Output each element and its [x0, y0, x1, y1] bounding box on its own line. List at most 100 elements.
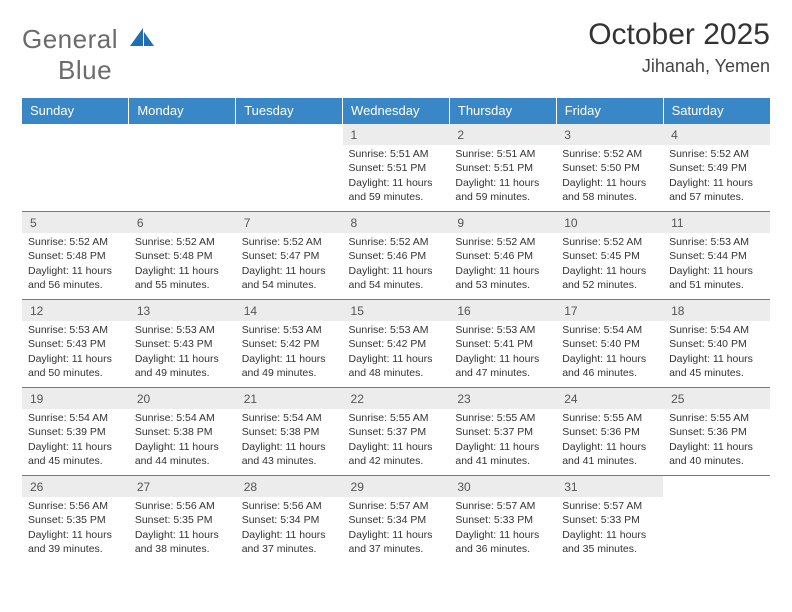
- day-number: 24: [556, 388, 663, 409]
- day-number: 15: [343, 300, 450, 321]
- day-content: Sunrise: 5:57 AMSunset: 5:33 PMDaylight:…: [449, 497, 556, 560]
- day-content: Sunrise: 5:57 AMSunset: 5:34 PMDaylight:…: [343, 497, 450, 560]
- day-header: Friday: [556, 98, 663, 124]
- day-number: 19: [22, 388, 129, 409]
- day-content: Sunrise: 5:53 AMSunset: 5:41 PMDaylight:…: [449, 321, 556, 384]
- day-number: 25: [663, 388, 770, 409]
- calendar-cell: 6Sunrise: 5:52 AMSunset: 5:48 PMDaylight…: [129, 212, 236, 300]
- calendar-cell: 4Sunrise: 5:52 AMSunset: 5:49 PMDaylight…: [663, 124, 770, 212]
- header: General Blue October 2025 Jihanah, Yemen: [22, 18, 770, 86]
- day-content: Sunrise: 5:54 AMSunset: 5:40 PMDaylight:…: [556, 321, 663, 384]
- calendar-cell: [236, 124, 343, 212]
- logo-text: General Blue: [22, 24, 156, 86]
- calendar-cell: 13Sunrise: 5:53 AMSunset: 5:43 PMDayligh…: [129, 300, 236, 388]
- calendar-cell: 12Sunrise: 5:53 AMSunset: 5:43 PMDayligh…: [22, 300, 129, 388]
- day-content: Sunrise: 5:54 AMSunset: 5:40 PMDaylight:…: [663, 321, 770, 384]
- day-number: 27: [129, 476, 236, 497]
- month-title: October 2025: [588, 18, 770, 52]
- day-header: Saturday: [663, 98, 770, 124]
- calendar-week: 1Sunrise: 5:51 AMSunset: 5:51 PMDaylight…: [22, 124, 770, 212]
- calendar-cell: 15Sunrise: 5:53 AMSunset: 5:42 PMDayligh…: [343, 300, 450, 388]
- calendar-cell: 1Sunrise: 5:51 AMSunset: 5:51 PMDaylight…: [343, 124, 450, 212]
- calendar-cell: 2Sunrise: 5:51 AMSunset: 5:51 PMDaylight…: [449, 124, 556, 212]
- day-content: Sunrise: 5:55 AMSunset: 5:36 PMDaylight:…: [663, 409, 770, 472]
- day-content: Sunrise: 5:51 AMSunset: 5:51 PMDaylight:…: [449, 145, 556, 208]
- day-number: 30: [449, 476, 556, 497]
- day-number: 31: [556, 476, 663, 497]
- day-content: Sunrise: 5:52 AMSunset: 5:46 PMDaylight:…: [343, 233, 450, 296]
- day-number: 21: [236, 388, 343, 409]
- calendar-cell: 26Sunrise: 5:56 AMSunset: 5:35 PMDayligh…: [22, 476, 129, 564]
- calendar-cell: 21Sunrise: 5:54 AMSunset: 5:38 PMDayligh…: [236, 388, 343, 476]
- day-number: 7: [236, 212, 343, 233]
- day-content: Sunrise: 5:53 AMSunset: 5:43 PMDaylight:…: [129, 321, 236, 384]
- day-content: Sunrise: 5:57 AMSunset: 5:33 PMDaylight:…: [556, 497, 663, 560]
- day-number: 13: [129, 300, 236, 321]
- title-block: October 2025 Jihanah, Yemen: [588, 18, 770, 77]
- day-content: Sunrise: 5:52 AMSunset: 5:47 PMDaylight:…: [236, 233, 343, 296]
- calendar-cell: [22, 124, 129, 212]
- day-content: Sunrise: 5:53 AMSunset: 5:42 PMDaylight:…: [343, 321, 450, 384]
- logo: General Blue: [22, 24, 156, 86]
- calendar-cell: [663, 476, 770, 564]
- day-content: Sunrise: 5:56 AMSunset: 5:35 PMDaylight:…: [22, 497, 129, 560]
- day-number: 8: [343, 212, 450, 233]
- calendar-cell: 7Sunrise: 5:52 AMSunset: 5:47 PMDaylight…: [236, 212, 343, 300]
- day-number: 29: [343, 476, 450, 497]
- day-content: Sunrise: 5:51 AMSunset: 5:51 PMDaylight:…: [343, 145, 450, 208]
- day-header: Monday: [129, 98, 236, 124]
- calendar-cell: 5Sunrise: 5:52 AMSunset: 5:48 PMDaylight…: [22, 212, 129, 300]
- day-content: Sunrise: 5:55 AMSunset: 5:36 PMDaylight:…: [556, 409, 663, 472]
- day-number: 10: [556, 212, 663, 233]
- day-content: Sunrise: 5:54 AMSunset: 5:39 PMDaylight:…: [22, 409, 129, 472]
- day-number: 20: [129, 388, 236, 409]
- calendar-cell: 10Sunrise: 5:52 AMSunset: 5:45 PMDayligh…: [556, 212, 663, 300]
- day-number: 5: [22, 212, 129, 233]
- calendar-cell: 14Sunrise: 5:53 AMSunset: 5:42 PMDayligh…: [236, 300, 343, 388]
- logo-general: General: [22, 24, 118, 54]
- day-number: 17: [556, 300, 663, 321]
- day-content: Sunrise: 5:55 AMSunset: 5:37 PMDaylight:…: [343, 409, 450, 472]
- day-number: 16: [449, 300, 556, 321]
- day-number: 1: [343, 124, 450, 145]
- location: Jihanah, Yemen: [588, 56, 770, 77]
- day-content: Sunrise: 5:52 AMSunset: 5:45 PMDaylight:…: [556, 233, 663, 296]
- calendar-cell: 19Sunrise: 5:54 AMSunset: 5:39 PMDayligh…: [22, 388, 129, 476]
- day-content: Sunrise: 5:55 AMSunset: 5:37 PMDaylight:…: [449, 409, 556, 472]
- day-content: Sunrise: 5:56 AMSunset: 5:35 PMDaylight:…: [129, 497, 236, 560]
- day-number: 18: [663, 300, 770, 321]
- logo-blue: Blue: [58, 55, 112, 85]
- calendar-cell: 11Sunrise: 5:53 AMSunset: 5:44 PMDayligh…: [663, 212, 770, 300]
- calendar-cell: 23Sunrise: 5:55 AMSunset: 5:37 PMDayligh…: [449, 388, 556, 476]
- day-header: Thursday: [449, 98, 556, 124]
- calendar-cell: 18Sunrise: 5:54 AMSunset: 5:40 PMDayligh…: [663, 300, 770, 388]
- calendar-week: 5Sunrise: 5:52 AMSunset: 5:48 PMDaylight…: [22, 212, 770, 300]
- day-content: Sunrise: 5:53 AMSunset: 5:42 PMDaylight:…: [236, 321, 343, 384]
- calendar-cell: 16Sunrise: 5:53 AMSunset: 5:41 PMDayligh…: [449, 300, 556, 388]
- calendar-cell: 28Sunrise: 5:56 AMSunset: 5:34 PMDayligh…: [236, 476, 343, 564]
- calendar-week: 12Sunrise: 5:53 AMSunset: 5:43 PMDayligh…: [22, 300, 770, 388]
- day-content: Sunrise: 5:52 AMSunset: 5:49 PMDaylight:…: [663, 145, 770, 208]
- day-header: Tuesday: [236, 98, 343, 124]
- calendar-week: 19Sunrise: 5:54 AMSunset: 5:39 PMDayligh…: [22, 388, 770, 476]
- calendar-body: 1Sunrise: 5:51 AMSunset: 5:51 PMDaylight…: [22, 124, 770, 564]
- day-number: 2: [449, 124, 556, 145]
- calendar-cell: [129, 124, 236, 212]
- calendar-cell: 8Sunrise: 5:52 AMSunset: 5:46 PMDaylight…: [343, 212, 450, 300]
- day-content: Sunrise: 5:56 AMSunset: 5:34 PMDaylight:…: [236, 497, 343, 560]
- day-number: 28: [236, 476, 343, 497]
- day-number: 14: [236, 300, 343, 321]
- calendar-cell: 9Sunrise: 5:52 AMSunset: 5:46 PMDaylight…: [449, 212, 556, 300]
- calendar-page: General Blue October 2025 Jihanah, Yemen…: [0, 0, 792, 612]
- day-number: 23: [449, 388, 556, 409]
- calendar-cell: 24Sunrise: 5:55 AMSunset: 5:36 PMDayligh…: [556, 388, 663, 476]
- day-content: Sunrise: 5:52 AMSunset: 5:48 PMDaylight:…: [129, 233, 236, 296]
- calendar-cell: 17Sunrise: 5:54 AMSunset: 5:40 PMDayligh…: [556, 300, 663, 388]
- day-number: 26: [22, 476, 129, 497]
- day-number: 22: [343, 388, 450, 409]
- logo-sail-icon: [130, 28, 156, 48]
- day-content: Sunrise: 5:54 AMSunset: 5:38 PMDaylight:…: [236, 409, 343, 472]
- day-header: Wednesday: [343, 98, 450, 124]
- calendar-cell: 29Sunrise: 5:57 AMSunset: 5:34 PMDayligh…: [343, 476, 450, 564]
- day-header: Sunday: [22, 98, 129, 124]
